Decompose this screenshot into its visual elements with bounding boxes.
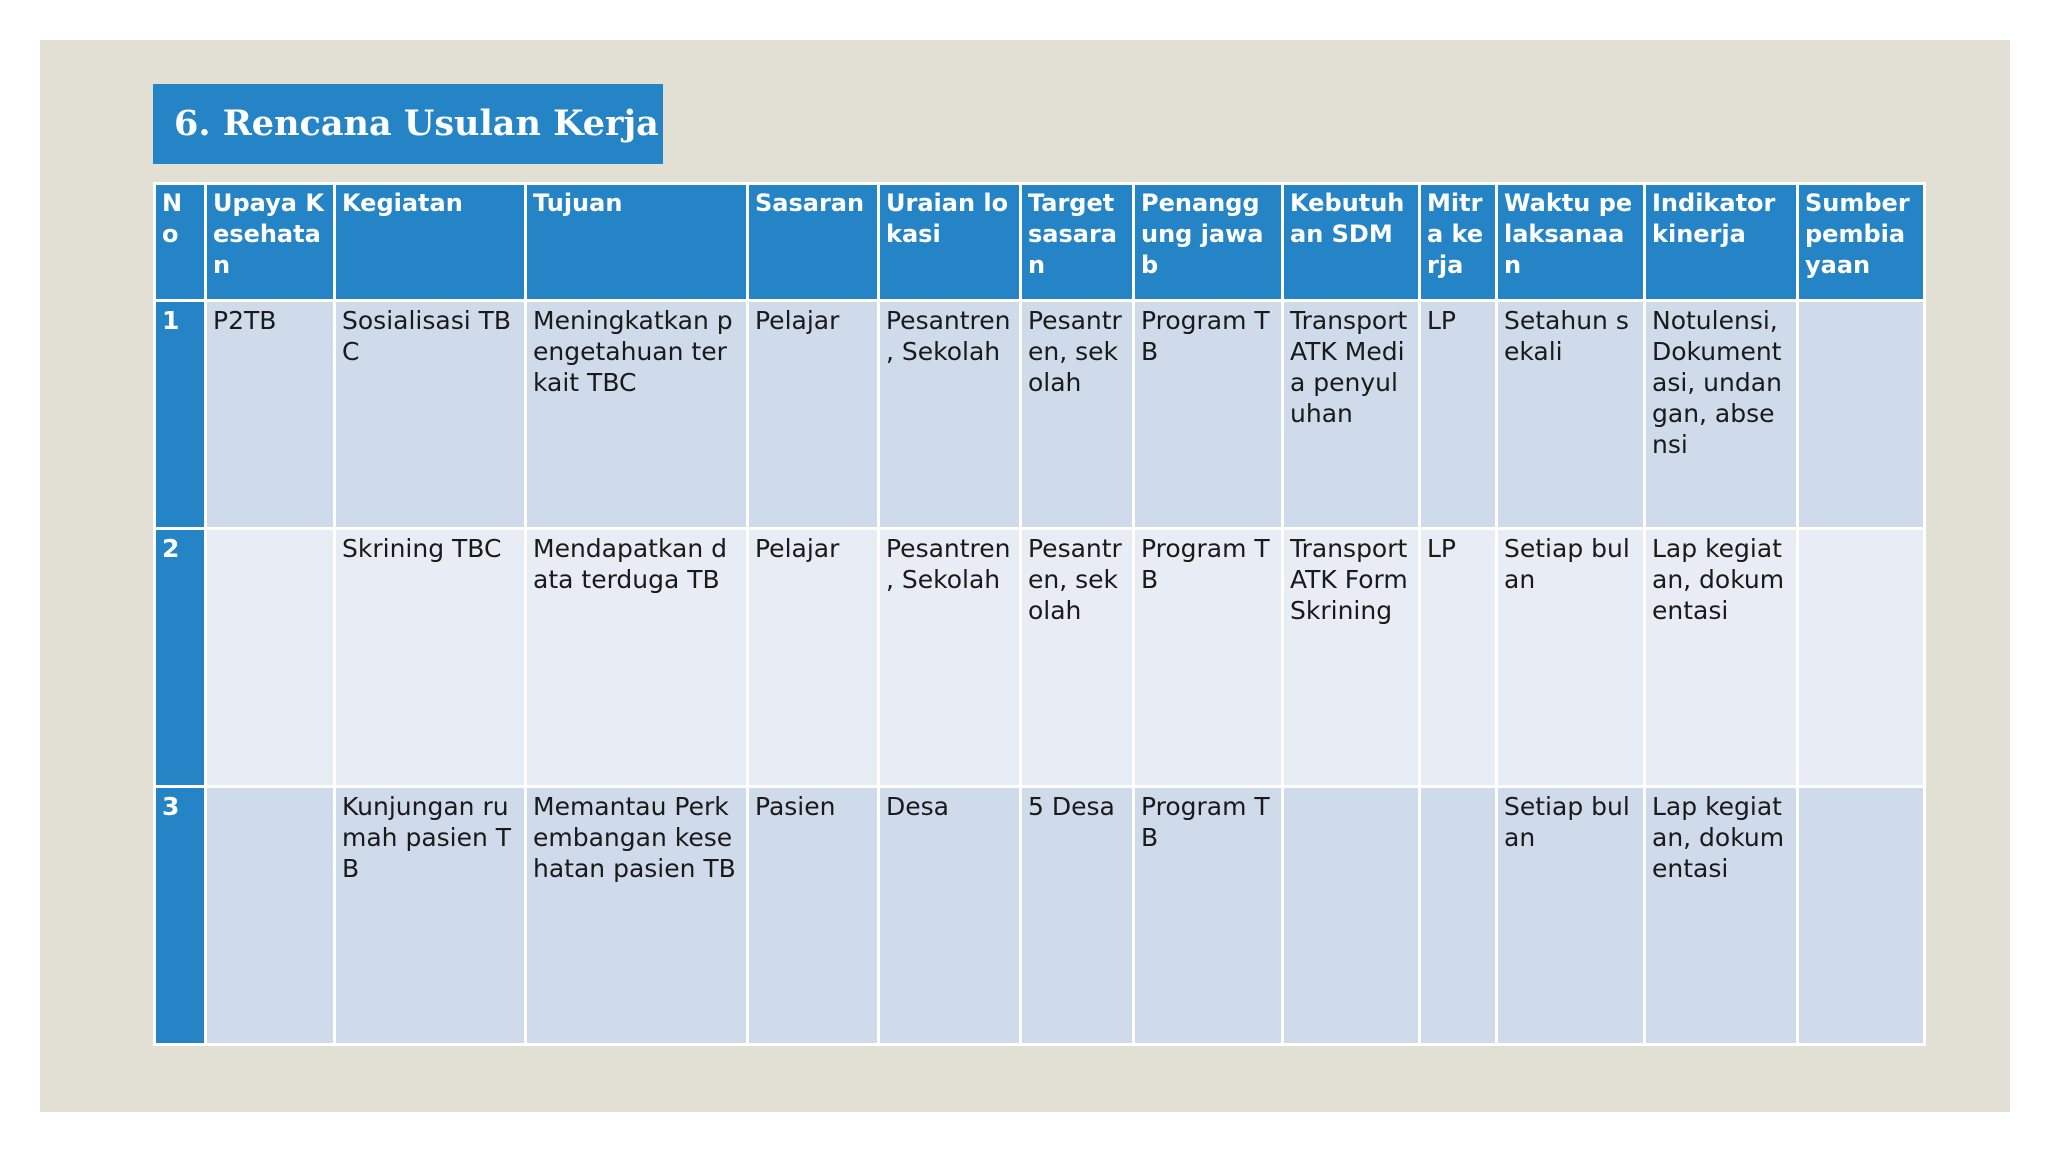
cell-penanggung-jawab: Program TB	[1132, 527, 1284, 788]
cell-kebutuhan-sdm	[1281, 785, 1421, 1046]
cell-penanggung-jawab: Program TB	[1132, 785, 1284, 1046]
cell-mitra-kerja: LP	[1418, 299, 1498, 530]
cell-upaya-kesehatan	[204, 527, 336, 788]
cell-no: 1	[153, 299, 207, 530]
cell-kegiatan: Sosialisasi TBC	[333, 299, 527, 530]
cell-no: 3	[153, 785, 207, 1046]
header-upaya-kesehatan: Upaya Kesehatan	[204, 182, 336, 302]
header-sasaran: Sasaran	[746, 182, 880, 302]
table-row: 3 Kunjungan rumah pasien TB Memantau Per…	[153, 785, 1926, 1046]
cell-tujuan: Meningkatkan pengetahuan terkait TBC	[524, 299, 749, 530]
cell-indikator-kinerja: Lap kegiatan, dokumentasi	[1643, 527, 1799, 788]
table-row: 1 P2TB Sosialisasi TBC Meningkatkan peng…	[153, 299, 1926, 530]
cell-target-sasaran: Pesantren, sekolah	[1019, 299, 1135, 530]
slide-title-box: 6. Rencana Usulan Kerja	[153, 84, 663, 164]
cell-upaya-kesehatan	[204, 785, 336, 1046]
cell-tujuan: Memantau Perkembangan kesehatan pasien T…	[524, 785, 749, 1046]
cell-waktu-pelaksanaan: Setiap bulan	[1495, 785, 1646, 1046]
cell-uraian-lokasi: Pesantren , Sekolah	[877, 527, 1022, 788]
cell-sasaran: Pelajar	[746, 299, 880, 530]
cell-no: 2	[153, 527, 207, 788]
header-penanggung-jawab: Penanggung jawab	[1132, 182, 1284, 302]
cell-kebutuhan-sdm: Transport ATK Form Skrining	[1281, 527, 1421, 788]
cell-target-sasaran: Pesantren, sekolah	[1019, 527, 1135, 788]
table-header-row: No Upaya Kesehatan Kegiatan Tujuan Sasar…	[153, 182, 1926, 302]
cell-uraian-lokasi: Pesantren , Sekolah	[877, 299, 1022, 530]
header-sumber-pembiayaan: Sumber pembiayaan	[1796, 182, 1926, 302]
cell-uraian-lokasi: Desa	[877, 785, 1022, 1046]
cell-mitra-kerja: LP	[1418, 527, 1498, 788]
cell-tujuan: Mendapatkan data terduga TB	[524, 527, 749, 788]
cell-waktu-pelaksanaan: Setiap bulan	[1495, 527, 1646, 788]
slide-title: 6. Rencana Usulan Kerja	[174, 103, 659, 144]
cell-target-sasaran: 5 Desa	[1019, 785, 1135, 1046]
header-waktu-pelaksanaan: Waktu pelaksanaan	[1495, 182, 1646, 302]
cell-kebutuhan-sdm: Transport ATK Media penyuluhan	[1281, 299, 1421, 530]
cell-waktu-pelaksanaan: Setahun sekali	[1495, 299, 1646, 530]
cell-sasaran: Pelajar	[746, 527, 880, 788]
header-target-sasaran: Target sasaran	[1019, 182, 1135, 302]
cell-kegiatan: Kunjungan rumah pasien TB	[333, 785, 527, 1046]
cell-indikator-kinerja: Notulensi, Dokumentasi, undangan, absens…	[1643, 299, 1799, 530]
cell-sumber-pembiayaan	[1796, 299, 1926, 530]
header-tujuan: Tujuan	[524, 182, 749, 302]
header-indikator-kinerja: Indikator kinerja	[1643, 182, 1799, 302]
cell-sumber-pembiayaan	[1796, 527, 1926, 788]
cell-penanggung-jawab: Program TB	[1132, 299, 1284, 530]
slide: 6. Rencana Usulan Kerja No Upaya Kesehat…	[40, 40, 2010, 1112]
cell-upaya-kesehatan: P2TB	[204, 299, 336, 530]
work-plan-table: No Upaya Kesehatan Kegiatan Tujuan Sasar…	[153, 182, 1926, 1046]
cell-kegiatan: Skrining TBC	[333, 527, 527, 788]
cell-mitra-kerja	[1418, 785, 1498, 1046]
header-kegiatan: Kegiatan	[333, 182, 527, 302]
header-mitra-kerja: Mitra kerja	[1418, 182, 1498, 302]
cell-indikator-kinerja: Lap kegiatan, dokumentasi	[1643, 785, 1799, 1046]
table-row: 2 Skrining TBC Mendapatkan data terduga …	[153, 527, 1926, 788]
header-uraian-lokasi: Uraian lokasi	[877, 182, 1022, 302]
cell-sumber-pembiayaan	[1796, 785, 1926, 1046]
header-kebutuhan-sdm: Kebutuhan SDM	[1281, 182, 1421, 302]
cell-sasaran: Pasien	[746, 785, 880, 1046]
header-no: No	[153, 182, 207, 302]
